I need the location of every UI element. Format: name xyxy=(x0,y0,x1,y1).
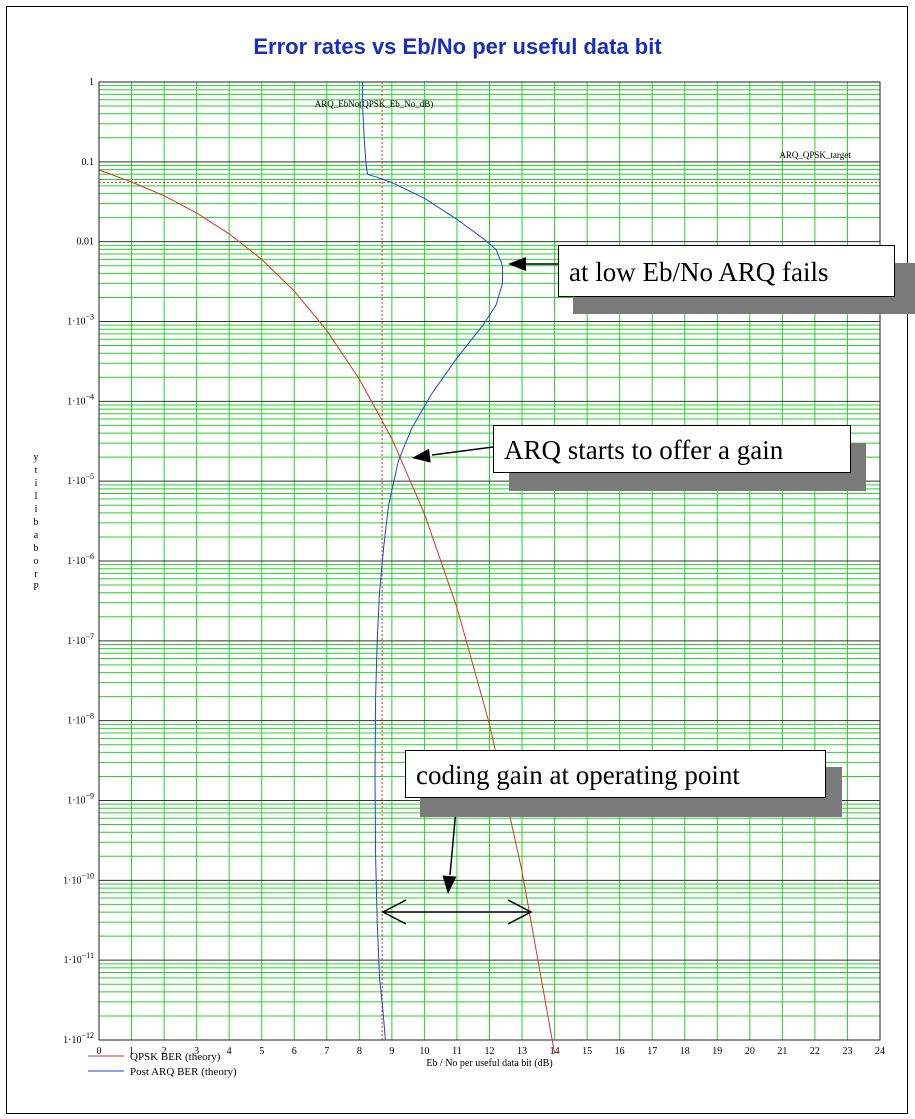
x-tick-label: 8 xyxy=(357,1046,362,1057)
x-tick-label: 21 xyxy=(777,1046,787,1057)
y-tick-label: 1·10−11 xyxy=(63,951,94,966)
x-tick-label: 13 xyxy=(517,1046,527,1057)
x-tick-label: 6 xyxy=(292,1046,297,1057)
y-axis-label-letter: P xyxy=(33,582,39,593)
y-axis-label-letter: b xyxy=(34,543,39,554)
x-tick-label: 20 xyxy=(745,1046,755,1057)
y-axis-label-letter: b xyxy=(34,517,39,528)
y-tick-label: 1·10−8 xyxy=(67,712,94,727)
legend: QPSK BER (theory) Post ARQ BER (theory) xyxy=(88,1051,237,1078)
reference-markers: ARQ_EbNo(QPSK_Eb_No_dB) ARQ_QPSK_target xyxy=(99,82,880,1040)
x-axis-label: Eb / No per useful data bit (dB) xyxy=(426,1058,552,1069)
x-tick-label: 23 xyxy=(842,1046,852,1057)
y-axis-label-letter: r xyxy=(34,569,38,580)
y-tick-label: 1·10−12 xyxy=(63,1031,94,1046)
coding-gain-arrowhead-right xyxy=(507,899,533,925)
y-axis-label-letter: l xyxy=(35,491,38,502)
x-tick-label: 3 xyxy=(194,1046,199,1057)
x-tick-label: 19 xyxy=(712,1046,722,1057)
x-tick-label: 7 xyxy=(324,1046,329,1057)
callout-low-ebno-arq-fails: at low Eb/No ARQ fails xyxy=(558,245,895,297)
y-tick-label: 1·10−9 xyxy=(67,792,94,807)
y-tick-label: 1·10−10 xyxy=(63,871,94,886)
callout-arq-gain: ARQ starts to offer a gain xyxy=(493,425,851,473)
callout-arrowhead xyxy=(508,257,526,271)
y-tick-label: 1·10−6 xyxy=(67,552,94,567)
y-axis-label-letter: i xyxy=(35,504,38,515)
y-axis-label-letter: o xyxy=(34,556,39,567)
y-axis-label-letter: i xyxy=(35,478,38,489)
y-tick-label: 1 xyxy=(89,77,94,88)
y-axis-label-letter: t xyxy=(35,465,38,476)
x-tick-label: 24 xyxy=(875,1046,885,1057)
x-tick-label: 2 xyxy=(162,1046,167,1057)
horizontal-marker-label: ARQ_QPSK_target xyxy=(779,150,851,160)
x-tick-label: 10 xyxy=(419,1046,429,1057)
x-tick-label: 16 xyxy=(615,1046,625,1057)
callout-arrowhead xyxy=(442,875,457,894)
legend-label: Post ARQ BER (theory) xyxy=(130,1066,237,1078)
x-tick-label: 12 xyxy=(485,1046,495,1057)
x-tick-label: 4 xyxy=(227,1046,232,1057)
x-tick-label: 15 xyxy=(582,1046,592,1057)
coding-gain-arrowhead-left xyxy=(381,899,407,925)
x-tick-label: 17 xyxy=(647,1046,657,1057)
callout-arrowhead xyxy=(412,448,431,463)
x-tick-label: 5 xyxy=(259,1046,264,1057)
y-tick-label: 1·10−4 xyxy=(67,392,94,407)
callout-coding-gain: coding gain at operating point xyxy=(405,750,826,798)
x-tick-label: 9 xyxy=(389,1046,394,1057)
y-axis-label-letter: y xyxy=(34,452,39,463)
callout-arrows xyxy=(381,257,558,925)
legend-label: QPSK BER (theory) xyxy=(130,1051,221,1063)
chart-title: Error rates vs Eb/No per useful data bit xyxy=(253,34,662,59)
vertical-marker-label: ARQ_EbNo(QPSK_Eb_No_dB) xyxy=(315,99,434,109)
y-tick-label: 1·10−5 xyxy=(67,472,94,487)
axis-ticks: 0 1 2 3 4 5 6 7 8 9 10 11 12 13 14 15 16 17 18 19 20 21 22 23 24… xyxy=(63,77,885,1057)
x-tick-label: 11 xyxy=(452,1046,462,1057)
y-axis-label-letter: a xyxy=(34,530,39,541)
y-tick-label: 0.1 xyxy=(82,157,95,168)
callout-arrow-line xyxy=(431,446,494,456)
qpsk-ber-line xyxy=(98,169,556,1054)
x-tick-label: 18 xyxy=(680,1046,690,1057)
y-tick-label: 1·10−3 xyxy=(67,313,94,328)
series-lines xyxy=(98,82,556,1054)
plot-area-border xyxy=(98,81,881,1041)
y-tick-label: 0.01 xyxy=(77,237,95,248)
x-tick-label: 0 xyxy=(97,1046,102,1057)
post-arq-ber-line xyxy=(362,82,503,1041)
y-tick-label: 1·10−7 xyxy=(67,632,94,647)
x-tick-label: 1 xyxy=(129,1046,134,1057)
x-tick-label: 22 xyxy=(810,1046,820,1057)
